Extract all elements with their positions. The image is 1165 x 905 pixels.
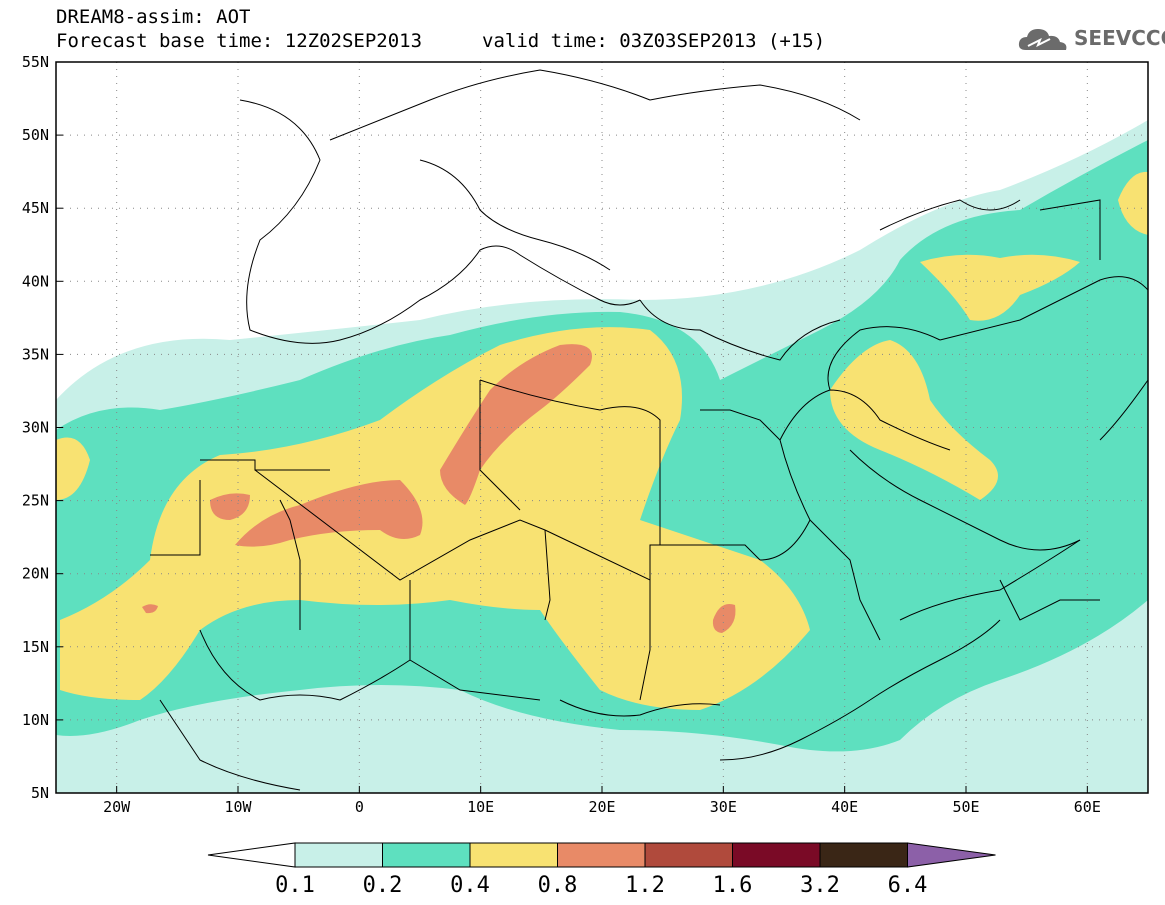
- aot-contour-0.4-e: [56, 437, 90, 500]
- colorbar-segment: [644, 842, 733, 868]
- aot-contour-0.8-b: [235, 480, 423, 547]
- colorbar-under-arrow: [207, 842, 296, 868]
- cloud-icon: [1018, 29, 1067, 50]
- aot-contour-0.4-c: [920, 254, 1080, 321]
- longitude-labels: 20W 10W 0 10E 20E 30E 40E 50E 60E: [103, 786, 1101, 816]
- logo-text: SEEVCCC: [1074, 26, 1165, 50]
- aot-contour-0.8-c: [210, 493, 250, 520]
- colorbar-label: 6.4: [888, 873, 928, 898]
- country-borders: [150, 69, 1149, 791]
- colorbar-label: 1.6: [713, 873, 753, 898]
- lat-label: 45N: [22, 199, 49, 217]
- aot-contour-0.8-e: [142, 604, 158, 614]
- colorbar-segment: [819, 842, 908, 868]
- lon-label: 30E: [710, 798, 737, 816]
- forecast-base-time: Forecast base time: 12Z02SEP2013: [56, 30, 423, 52]
- lon-label: 10E: [467, 798, 494, 816]
- lon-label: 0: [355, 798, 364, 816]
- latitude-labels: 55N 50N 45N 40N 35N 30N 25N 20N 15N 10N 5N: [22, 53, 63, 802]
- lat-label: 15N: [22, 638, 49, 656]
- lat-label: 40N: [22, 272, 49, 290]
- colorbar-label: 0.8: [538, 873, 578, 898]
- lat-label: 30N: [22, 419, 49, 437]
- seevccc-logo: SEEVCCC: [1016, 20, 1165, 56]
- colorbar-label: 0.1: [275, 873, 315, 898]
- aot-contour-0.4-b: [830, 340, 998, 500]
- lat-label: 50N: [22, 126, 49, 144]
- lat-label: 55N: [22, 53, 49, 71]
- lon-label: 20W: [103, 798, 131, 816]
- aot-contour-0.8-d: [712, 604, 736, 633]
- colorbar-segment: [469, 842, 558, 868]
- lat-label: 5N: [31, 784, 49, 802]
- lon-label: 20E: [588, 798, 615, 816]
- valid-time: valid time: 03Z03SEP2013 (+15): [482, 30, 826, 52]
- lat-label: 20N: [22, 565, 49, 583]
- lat-label: 10N: [22, 711, 49, 729]
- lon-label: 40E: [831, 798, 858, 816]
- colorbar-over-arrow: [907, 842, 996, 868]
- colorbar-segment: [732, 842, 821, 868]
- colorbar: [207, 842, 996, 868]
- lat-label: 25N: [22, 492, 49, 510]
- map-title: DREAM8-assim: AOT: [56, 6, 251, 28]
- lat-label: 35N: [22, 345, 49, 363]
- aot-contour-0.4-a: [60, 327, 810, 710]
- colorbar-segment: [382, 842, 471, 868]
- aot-contour-0.8-a: [440, 344, 592, 505]
- graticule: [56, 62, 1148, 793]
- colorbar-label: 1.2: [625, 873, 665, 898]
- lon-label: 60E: [1074, 798, 1101, 816]
- lon-label: 10W: [224, 798, 252, 816]
- aot-field: [56, 120, 1148, 793]
- colorbar-label: 0.4: [450, 873, 490, 898]
- colorbar-segment: [294, 842, 383, 868]
- colorbar-labels: 0.1 0.2 0.4 0.8 1.2 1.6 3.2 6.4: [275, 873, 927, 898]
- lon-label: 50E: [952, 798, 979, 816]
- aot-contour-0.4-d: [1118, 171, 1148, 235]
- colorbar-segment: [557, 842, 646, 868]
- colorbar-label: 3.2: [800, 873, 840, 898]
- colorbar-label: 0.2: [363, 873, 403, 898]
